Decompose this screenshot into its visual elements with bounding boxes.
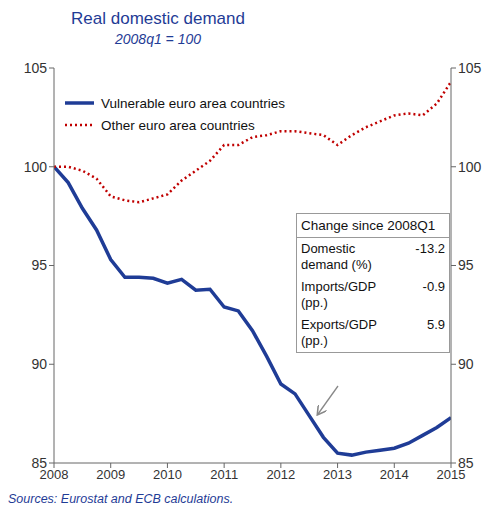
html-text:Real domestic demand: Real domestic demand [71, 9, 245, 28]
svg-text:90: 90 [458, 356, 474, 372]
svg-text:2009: 2009 [96, 467, 125, 482]
svg-text:2013: 2013 [323, 467, 352, 482]
svg-text:100: 100 [24, 159, 48, 175]
svg-text:105: 105 [24, 60, 48, 76]
html-text:Change since 2008Q1: Change since 2008Q1 [301, 218, 436, 233]
html-text:Sources: Eurostat and ECB calc: Sources: Eurostat and ECB calculations. [8, 492, 234, 506]
svg-text:2014: 2014 [380, 467, 409, 482]
html-text:-0.9: -0.9 [422, 279, 445, 294]
svg-text:95: 95 [458, 257, 474, 273]
html-text:-13.2: -13.2 [415, 241, 445, 256]
svg-text:2015: 2015 [436, 467, 466, 483]
svg-text:85: 85 [31, 455, 47, 471]
svg-text:2012: 2012 [266, 467, 295, 482]
svg-text:90: 90 [31, 356, 47, 372]
svg-text:100: 100 [458, 159, 482, 175]
html-text:Imports/GDP (pp.): Imports/GDP (pp.) [301, 279, 376, 310]
svg-text:2010: 2010 [153, 467, 182, 482]
html-text:Other euro area countries: Other euro area countries [101, 117, 255, 133]
svg-text:2011: 2011 [210, 467, 238, 482]
svg-text:2008: 2008 [39, 467, 69, 483]
svg-text:85: 85 [458, 455, 474, 471]
html-text:Vulnerable euro area countries: Vulnerable euro area countries [101, 95, 286, 111]
svg-text:105: 105 [458, 60, 482, 76]
html-text:2008q1 = 100: 2008q1 = 100 [115, 31, 201, 47]
svg-text:95: 95 [31, 257, 47, 273]
html-text:Domestic demand (%): Domestic demand (%) [301, 241, 372, 272]
html-text:5.9: 5.9 [426, 317, 445, 332]
html-text:Exports/GDP (pp.): Exports/GDP (pp.) [301, 317, 377, 348]
